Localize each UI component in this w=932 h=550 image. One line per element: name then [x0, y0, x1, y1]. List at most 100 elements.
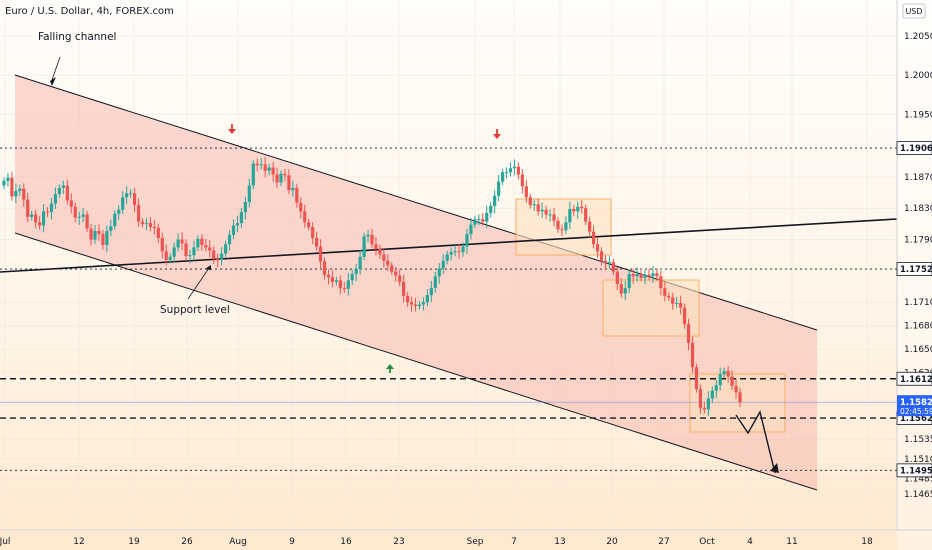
candle	[675, 296, 679, 308]
candle	[409, 296, 414, 312]
channel-lower-line	[14, 232, 818, 491]
price-tick-label: 1.16800	[904, 322, 932, 332]
candle	[493, 190, 497, 214]
candle	[702, 401, 706, 414]
candle	[196, 235, 200, 251]
candlestick-series	[2, 157, 742, 417]
price-tick-label: 1.15350	[904, 435, 932, 445]
candle	[184, 239, 188, 261]
candle	[204, 239, 208, 252]
time-tick-label: 18	[861, 537, 873, 547]
price-level-label: 1.19068	[900, 144, 932, 154]
candle	[69, 193, 73, 214]
range-box-3	[689, 373, 786, 433]
candle	[374, 236, 378, 256]
price-tick-label: 1.18300	[904, 204, 932, 214]
candle	[651, 265, 655, 284]
candle	[338, 275, 342, 295]
price-level-tag	[896, 371, 932, 386]
candle	[445, 250, 449, 265]
candle	[406, 291, 410, 307]
candle	[247, 178, 251, 208]
candle	[580, 200, 584, 214]
candle	[465, 228, 469, 254]
time-tick-label: Oct	[699, 537, 715, 547]
candle	[117, 205, 121, 220]
candle	[192, 240, 196, 261]
candle	[22, 183, 26, 207]
candle	[710, 386, 714, 404]
candle	[160, 232, 164, 259]
candle	[136, 198, 141, 227]
price-tick-label: 1.16500	[904, 345, 932, 355]
candle	[322, 257, 327, 280]
time-tick-label: 23	[393, 537, 404, 547]
candle	[615, 266, 619, 291]
candle	[303, 204, 307, 228]
candle	[45, 207, 50, 217]
candle	[659, 270, 663, 296]
candle	[500, 168, 505, 186]
time-tick-label: 13	[554, 537, 565, 547]
candle	[477, 214, 481, 226]
price-tick-label: 1.20500	[904, 32, 932, 42]
arrow-up-icon	[386, 364, 394, 373]
candle	[53, 187, 58, 209]
candle	[148, 217, 153, 232]
time-tick-label: Sep	[467, 537, 484, 547]
candle	[362, 232, 366, 261]
candle	[216, 253, 220, 268]
candle	[504, 167, 509, 179]
price-level-labels: 1.19068 1.17523 1.16122 1.15620 1.14952 1.158…	[896, 141, 932, 478]
channel-annotation-pointer-head	[50, 77, 56, 86]
candle	[524, 179, 528, 203]
candle	[647, 268, 651, 281]
candle	[61, 180, 65, 194]
candle	[334, 276, 338, 286]
currency-badge[interactable]	[902, 3, 926, 19]
candle	[2, 177, 6, 190]
candle	[425, 289, 429, 307]
candle	[453, 245, 457, 257]
time-tick-label: Aug	[229, 537, 247, 547]
candle	[176, 233, 180, 252]
price-level-tag	[896, 262, 932, 276]
candle	[461, 242, 465, 257]
time-tick-label: 7	[511, 537, 517, 547]
support-annotation: Support level	[160, 304, 230, 316]
candle	[631, 268, 635, 284]
price-level-label: 1.17523	[900, 265, 932, 275]
current-price-label: 1.15823	[900, 398, 932, 408]
range-box-1	[515, 198, 612, 256]
candle	[544, 205, 548, 220]
candle	[663, 281, 667, 302]
price-tick-label: 1.17100	[904, 298, 932, 308]
candle	[81, 207, 85, 223]
range-box-2	[602, 279, 700, 337]
candle	[619, 278, 623, 298]
candle	[125, 186, 129, 204]
candle	[382, 249, 386, 268]
candle	[390, 261, 394, 276]
candle	[200, 233, 204, 252]
candle	[65, 179, 69, 205]
candle	[26, 192, 30, 223]
candle	[635, 267, 639, 282]
candle	[180, 232, 184, 251]
candle	[255, 158, 259, 172]
candle	[89, 223, 93, 246]
candle	[738, 388, 742, 408]
time-tick-label: 19	[128, 537, 140, 547]
candle	[449, 247, 453, 261]
candle	[263, 157, 267, 178]
candle	[560, 224, 564, 237]
candle	[370, 228, 374, 249]
price-tick-label: 1.20000	[904, 71, 932, 81]
price-levels	[0, 147, 897, 471]
candle	[354, 263, 358, 282]
candle	[643, 270, 647, 284]
candle	[259, 158, 263, 170]
candle	[30, 210, 34, 221]
candle	[528, 193, 532, 209]
